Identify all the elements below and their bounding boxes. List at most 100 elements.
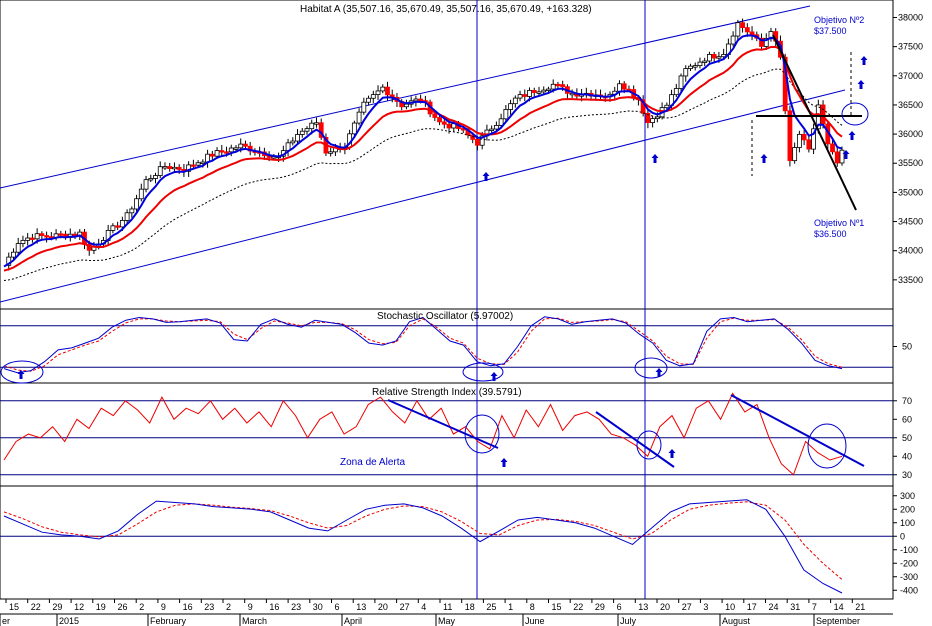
rsi-break-circle (464, 414, 500, 454)
candle (711, 54, 717, 59)
x-day-label: 23 (291, 602, 301, 612)
candle (328, 151, 334, 154)
candle (493, 125, 499, 130)
candle (404, 103, 409, 108)
rsi-panel (0, 382, 894, 487)
candle (522, 94, 528, 97)
macd-tick-label: 200 (900, 504, 915, 514)
x-month-label: March (242, 616, 267, 626)
candle (138, 188, 144, 200)
candle (536, 91, 542, 94)
candle (243, 143, 248, 147)
candle (39, 233, 45, 236)
candle (413, 98, 419, 102)
candle (692, 65, 698, 68)
candle (479, 135, 485, 146)
candle (621, 83, 627, 90)
candle (664, 104, 670, 109)
up-arrow-icon (490, 372, 498, 381)
candle (143, 179, 149, 190)
candle (650, 118, 656, 123)
x-month-label: 2015 (59, 616, 79, 626)
candle (15, 243, 21, 253)
candle (716, 56, 722, 59)
candle (214, 150, 220, 157)
candle (11, 251, 16, 258)
candle (167, 166, 173, 170)
up-arrow-icon (860, 56, 868, 65)
macd-tick-label: -400 (900, 585, 918, 595)
candle (432, 113, 438, 118)
rsi-series (0, 392, 893, 476)
candle (190, 164, 196, 167)
candle (811, 128, 816, 150)
x-day-label: 8 (530, 602, 535, 612)
candle (34, 233, 40, 240)
price-tick-label: 37500 (898, 42, 923, 52)
candle (645, 112, 651, 123)
target1-label: Objetivo Nº1 (814, 218, 864, 228)
target2-label: Objetivo Nº2 (814, 15, 864, 25)
x-month-label: September (816, 616, 860, 626)
candle (546, 88, 551, 91)
candle (148, 178, 154, 181)
candle (489, 128, 495, 131)
x-day-label: 13 (638, 602, 648, 612)
candle (820, 104, 826, 125)
x-day-label: 23 (204, 602, 214, 612)
candle (299, 130, 305, 135)
stochastic-tick-label: 50 (902, 342, 912, 352)
candle (157, 166, 163, 176)
candle (318, 122, 324, 138)
candle (730, 35, 736, 45)
candle (370, 94, 376, 99)
rsi-trendline (595, 411, 675, 468)
candle (673, 88, 679, 96)
x-day-label: 27 (682, 602, 692, 612)
rsi-break-circle (807, 423, 847, 469)
candle (801, 133, 807, 141)
candle (58, 233, 64, 236)
candle (517, 94, 523, 99)
x-day-label: 18 (465, 602, 475, 612)
x-month-label: August (722, 616, 751, 626)
candle (124, 212, 130, 221)
axes: 3350034000345003500035500360003650037000… (0, 12, 923, 626)
stochastic-k-line (3, 316, 843, 374)
x-day-label: 21 (855, 602, 865, 612)
x-day-label: 2 (226, 602, 231, 612)
x-day-label: 11 (443, 602, 452, 612)
rsi-break-circle (636, 430, 662, 460)
rsi-tick-label: 40 (902, 451, 912, 461)
candle (830, 143, 835, 153)
x-day-label: 9 (161, 602, 166, 612)
x-day-label: 3 (703, 602, 708, 612)
candle (30, 237, 35, 240)
candle (470, 134, 476, 140)
breakout-circle (841, 102, 869, 126)
up-arrow-icon (655, 368, 663, 377)
x-day-label: 10 (725, 602, 735, 612)
price-tick-label: 38000 (898, 12, 923, 22)
macd-tick-label: -300 (900, 572, 918, 582)
candle (290, 140, 296, 144)
candle (527, 90, 532, 97)
x-day-label: 4 (421, 602, 426, 612)
candle (186, 164, 192, 172)
candle (735, 22, 741, 37)
candle (129, 208, 135, 214)
price-panel (0, 0, 894, 310)
x-day-label: 25 (486, 602, 496, 612)
candle (25, 237, 31, 241)
up-arrow-icon (842, 150, 850, 159)
x-month-label: February (150, 616, 187, 626)
x-day-label: 6 (617, 602, 622, 612)
rsi-tick-label: 60 (902, 414, 912, 424)
rsi-trendline (730, 394, 865, 467)
downtrend-line (772, 34, 857, 211)
candle (119, 220, 125, 228)
candle (446, 123, 452, 129)
ema-fast-line (3, 34, 843, 268)
candle (541, 89, 547, 93)
